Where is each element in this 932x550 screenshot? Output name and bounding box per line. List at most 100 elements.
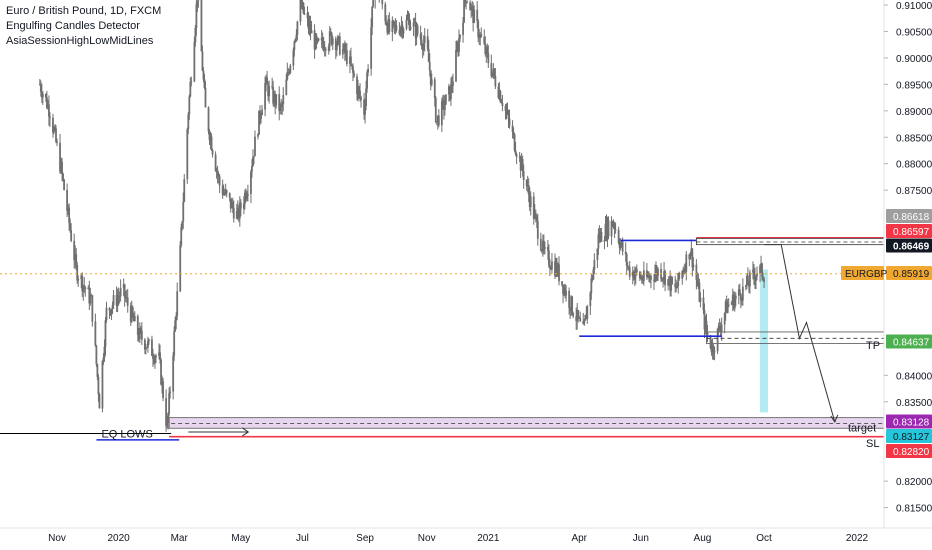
candle-body: [433, 79, 436, 98]
candle: [752, 261, 754, 280]
candle-body: [363, 99, 365, 115]
candle: [569, 307, 572, 320]
candle-body: [175, 315, 178, 321]
candle-body: [420, 39, 423, 47]
candle-body: [416, 25, 419, 35]
candle-body: [303, 13, 306, 14]
sl-label: SL: [866, 438, 879, 450]
candle-body: [731, 294, 734, 303]
candle: [486, 43, 489, 59]
symbol-title[interactable]: Euro / British Pound, 1D, FXCM: [6, 5, 162, 17]
candle-body: [302, 2, 305, 14]
candle-body: [647, 276, 649, 278]
candle: [366, 70, 369, 93]
candle: [459, 34, 461, 42]
candle: [238, 196, 241, 227]
candle: [671, 276, 674, 286]
candle: [338, 32, 341, 56]
candle-body: [421, 46, 424, 51]
candle-body: [143, 339, 146, 350]
candle-body: [436, 115, 439, 122]
candle-body: [95, 345, 98, 365]
tp-zone-box: [706, 331, 885, 344]
candle: [281, 101, 284, 115]
candle: [108, 307, 111, 319]
candle: [458, 29, 460, 57]
candle-body: [597, 234, 600, 249]
candle: [624, 242, 627, 262]
candle-body: [301, 2, 304, 8]
candle: [576, 302, 579, 330]
candle: [69, 218, 72, 233]
candle-body: [526, 185, 529, 187]
candle: [442, 94, 445, 120]
candle-body: [520, 159, 523, 171]
candle: [75, 248, 78, 271]
candle: [295, 29, 298, 42]
candle: [717, 322, 720, 335]
candle-body: [229, 197, 232, 209]
candle-body: [75, 254, 78, 265]
candle-body: [477, 21, 480, 38]
candle: [169, 386, 172, 399]
candle: [129, 302, 132, 327]
candle: [428, 53, 431, 77]
candle-body: [500, 101, 503, 104]
candle: [463, 0, 465, 24]
time-axis[interactable]: Nov 2020 Mar May Jul Sep Nov 2021 Apr Jun Aug Oct 20…: [0, 527, 932, 550]
candle-body: [98, 394, 101, 409]
candle: [285, 73, 288, 96]
candle-body: [225, 190, 228, 193]
candle-body: [292, 50, 295, 66]
candle: [515, 152, 518, 165]
candle: [384, 1, 387, 25]
candle: [631, 266, 634, 285]
candle-body: [210, 136, 213, 151]
candle-body: [494, 76, 497, 87]
candle: [288, 68, 291, 76]
candle: [525, 179, 528, 191]
candle: [287, 67, 290, 76]
candle: [557, 262, 559, 277]
candle-body: [681, 271, 684, 279]
candle: [243, 189, 246, 210]
candle-body: [39, 84, 42, 92]
candle-body: [423, 36, 426, 44]
candle-body: [422, 43, 425, 51]
candle-body: [638, 272, 641, 279]
candle-body: [211, 150, 214, 155]
candle-body: [160, 359, 162, 385]
indicator-asia-session[interactable]: AsiaSessionHighLowMidLines: [6, 35, 154, 47]
candle: [329, 27, 332, 36]
candle-body: [568, 290, 571, 308]
candle: [440, 97, 443, 133]
candle-body: [344, 50, 347, 54]
candle-body: [258, 110, 260, 135]
candle-body: [479, 34, 482, 39]
candle: [96, 363, 99, 381]
candle-body: [168, 393, 171, 414]
candle-body: [749, 272, 751, 287]
candle: [105, 301, 108, 323]
candle: [327, 43, 330, 55]
candle: [697, 273, 700, 290]
eq-arrow-head: [242, 427, 250, 437]
candle-body: [521, 159, 524, 172]
candle: [271, 77, 274, 90]
candle-body: [706, 332, 709, 336]
candle-body: [565, 290, 567, 296]
candle-body: [223, 192, 226, 194]
candle: [706, 325, 709, 343]
candle: [477, 18, 480, 43]
candle-body: [228, 192, 231, 198]
indicator-engulfing[interactable]: Engulfing Candles Detector: [6, 20, 140, 32]
price-tag-green: 0.84637: [886, 334, 932, 349]
candle-body: [195, 4, 198, 28]
candle-body: [125, 297, 128, 299]
candle: [316, 37, 319, 45]
candle-body: [501, 103, 504, 107]
candle-body: [457, 47, 459, 52]
candle: [437, 109, 440, 128]
candle: [187, 112, 190, 135]
